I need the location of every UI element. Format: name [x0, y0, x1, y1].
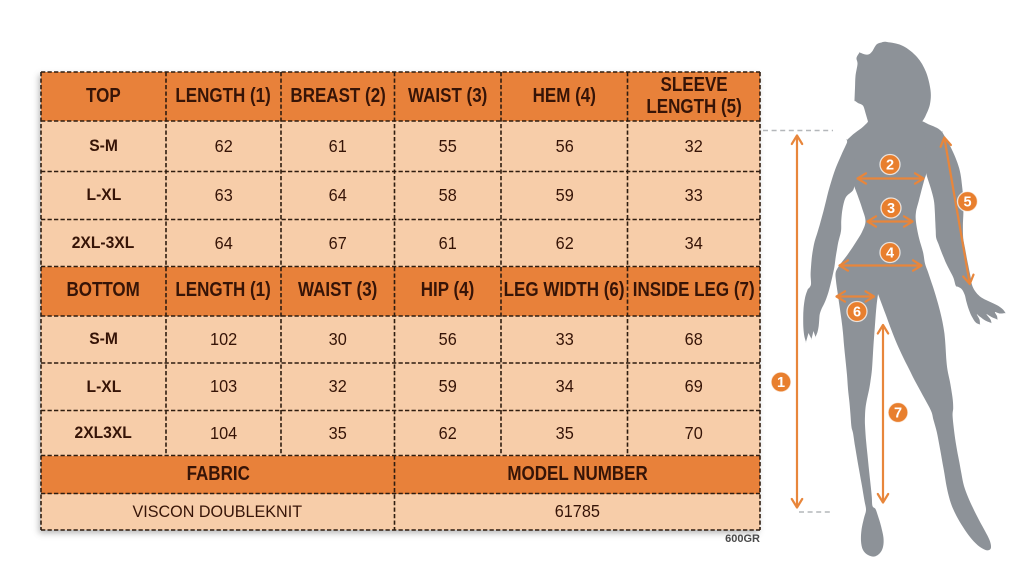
svg-text:4: 4: [886, 246, 894, 262]
svg-text:5: 5: [963, 195, 971, 211]
svg-text:6: 6: [853, 305, 861, 321]
svg-text:2: 2: [886, 158, 894, 174]
svg-text:7: 7: [894, 406, 902, 422]
svg-text:3: 3: [887, 201, 895, 217]
svg-text:1: 1: [777, 375, 785, 391]
